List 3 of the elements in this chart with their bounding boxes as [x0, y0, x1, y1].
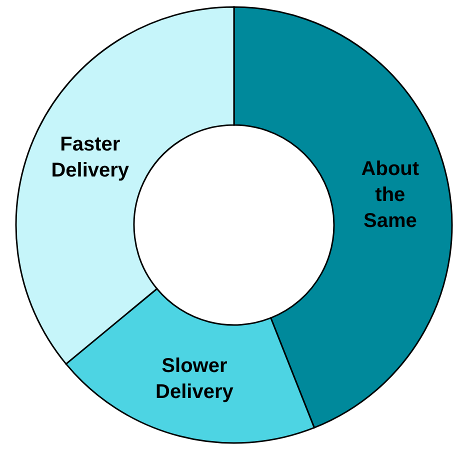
slice-label: Faster Delivery: [51, 133, 130, 182]
slice-label: About the Same: [361, 158, 420, 232]
slice-label: Slower Delivery: [156, 355, 234, 404]
